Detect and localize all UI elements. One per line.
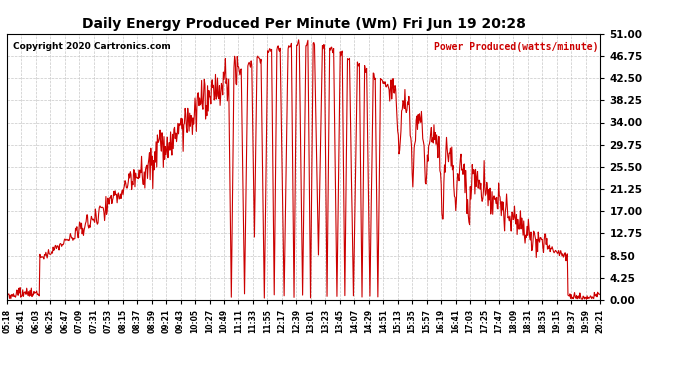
Title: Daily Energy Produced Per Minute (Wm) Fri Jun 19 20:28: Daily Energy Produced Per Minute (Wm) Fr…	[81, 17, 526, 31]
Text: Copyright 2020 Cartronics.com: Copyright 2020 Cartronics.com	[13, 42, 170, 51]
Text: Power Produced(watts/minute): Power Produced(watts/minute)	[434, 42, 599, 52]
